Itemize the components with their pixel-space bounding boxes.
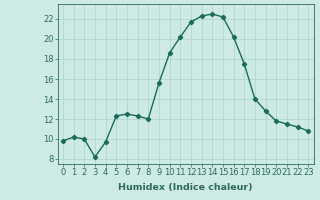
X-axis label: Humidex (Indice chaleur): Humidex (Indice chaleur) — [118, 183, 253, 192]
